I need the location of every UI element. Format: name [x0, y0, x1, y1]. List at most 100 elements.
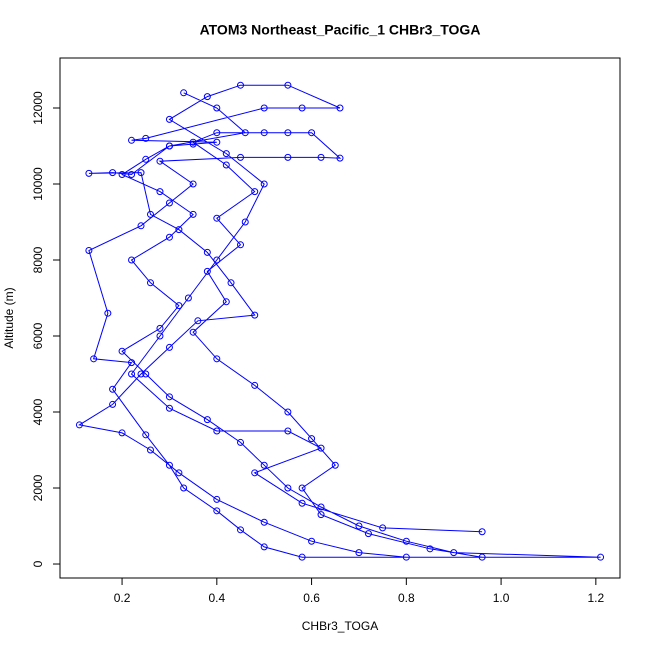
point: [237, 241, 245, 249]
point: [142, 431, 150, 439]
point: [180, 89, 188, 97]
x-tick-label: 0.8: [398, 591, 415, 605]
point: [379, 524, 387, 532]
point: [298, 553, 306, 561]
point: [317, 511, 325, 519]
point: [180, 484, 188, 492]
point: [227, 279, 235, 287]
point: [156, 188, 164, 196]
point: [213, 214, 221, 222]
point: [165, 461, 173, 469]
point: [189, 180, 197, 188]
point: [104, 309, 112, 317]
point: [75, 421, 83, 429]
point: [317, 503, 325, 511]
point: [189, 140, 197, 148]
point: [175, 226, 183, 234]
point: [85, 169, 93, 177]
point: [203, 93, 211, 101]
point: [241, 129, 249, 137]
point: [118, 429, 126, 437]
point: [222, 150, 230, 158]
point: [128, 359, 136, 367]
point: [189, 328, 197, 336]
point: [213, 256, 221, 264]
point: [128, 136, 136, 144]
point: [260, 518, 268, 526]
x-axis-label: CHBr3_TOGA: [302, 619, 378, 633]
point: [355, 549, 363, 557]
point: [213, 355, 221, 363]
point: [251, 311, 259, 319]
x-tick-label: 1.0: [493, 591, 510, 605]
point: [156, 332, 164, 340]
point: [308, 129, 316, 137]
point: [213, 104, 221, 112]
point: [336, 104, 344, 112]
point: [128, 256, 136, 264]
point: [165, 115, 173, 123]
point: [109, 385, 117, 393]
point: [260, 104, 268, 112]
point: [450, 549, 458, 557]
point: [146, 446, 154, 454]
x-tick-label: 0.2: [114, 591, 131, 605]
point: [146, 279, 154, 287]
x-tick-label: 1.2: [587, 591, 604, 605]
point: [426, 545, 434, 553]
y-tick-label: 10000: [31, 167, 45, 201]
point: [85, 247, 93, 255]
point: [222, 298, 230, 306]
plot-frame: [59, 57, 621, 579]
point: [189, 138, 197, 146]
point: [137, 169, 145, 177]
point: [284, 484, 292, 492]
chart-title: ATOM3 Northeast_Pacific_1 CHBr3_TOGA: [200, 22, 481, 38]
point: [137, 370, 145, 378]
point: [213, 129, 221, 137]
point: [284, 153, 292, 161]
point: [118, 171, 126, 179]
point: [213, 507, 221, 515]
point: [146, 210, 154, 218]
point: [478, 528, 486, 536]
point: [331, 461, 339, 469]
point: [260, 180, 268, 188]
point: [336, 154, 344, 162]
point: [203, 416, 211, 424]
y-tick-label: 8000: [31, 246, 45, 273]
point: [298, 104, 306, 112]
point: [142, 134, 150, 142]
point: [222, 161, 230, 169]
point: [213, 138, 221, 146]
point: [597, 553, 605, 561]
y-tick-label: 6000: [31, 322, 45, 349]
point: [402, 537, 410, 545]
point: [90, 355, 98, 363]
point: [241, 218, 249, 226]
point: [284, 129, 292, 137]
x-tick-label: 0.4: [208, 591, 225, 605]
point: [284, 81, 292, 89]
point: [156, 324, 164, 332]
point: [165, 199, 173, 207]
point: [478, 553, 486, 561]
series-line: [78, 84, 601, 558]
point: [175, 469, 183, 477]
point: [237, 153, 245, 161]
point: [128, 370, 136, 378]
y-tick-label: 2000: [31, 474, 45, 501]
point: [213, 427, 221, 435]
point: [109, 400, 117, 408]
point: [189, 210, 197, 218]
point: [165, 393, 173, 401]
point: [137, 222, 145, 230]
point: [317, 444, 325, 452]
point: [260, 129, 268, 137]
point: [364, 530, 372, 538]
y-tick-label: 0: [31, 560, 45, 567]
point: [128, 171, 136, 179]
point: [237, 526, 245, 534]
point: [298, 484, 306, 492]
point: [284, 408, 292, 416]
